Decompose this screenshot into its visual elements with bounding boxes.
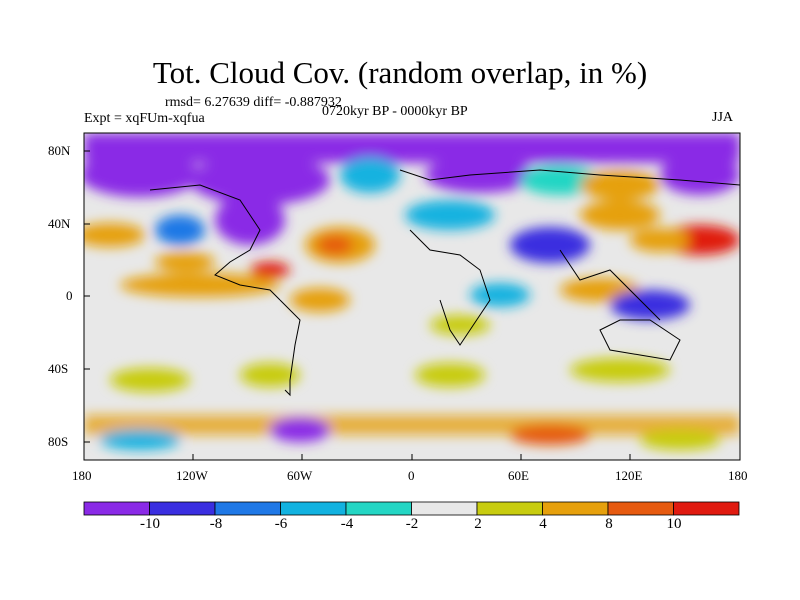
- colorbar-label: -6: [274, 516, 288, 532]
- colorbar-swatch: [411, 501, 478, 516]
- colorbar-label: -10: [140, 516, 160, 532]
- colorbar-swatch: [83, 501, 150, 516]
- map-title: Tot. Cloud Cov. (random overlap, in %): [152, 55, 648, 90]
- colorbar-label: -8: [209, 516, 223, 532]
- period-label: 0720kyr BP - 0000kyr BP: [322, 104, 468, 119]
- colorbar-label: -2: [405, 516, 419, 532]
- lat-tick-label: 80S: [48, 434, 69, 449]
- axis-ticks: [84, 150, 631, 460]
- colorbar-label: 10: [666, 516, 682, 532]
- lon-tick-label: 180: [728, 468, 748, 483]
- lon-tick-label: 120W: [176, 468, 208, 483]
- colorbar-label: 8: [605, 516, 613, 532]
- lat-tick-label: 40S: [48, 361, 69, 376]
- colorbar-label: 4: [539, 516, 547, 532]
- lon-tick-label: 0: [408, 468, 415, 483]
- colorbar: [83, 501, 740, 516]
- lat-tick-label: 80N: [48, 143, 71, 158]
- colorbar-label: -4: [340, 516, 354, 532]
- colorbar-swatch: [542, 501, 609, 516]
- experiment-label: Expt = xqFUm-xqfua: [84, 111, 205, 126]
- lon-tick-label: 120E: [615, 468, 643, 483]
- lon-tick-label: 60W: [287, 468, 313, 483]
- lat-tick-label: 40N: [48, 216, 71, 231]
- colorbar-swatch: [214, 501, 281, 516]
- map-field: [84, 133, 740, 460]
- colorbar-swatch: [607, 501, 674, 516]
- colorbar-swatch: [345, 501, 412, 516]
- lon-tick-label: 60E: [508, 468, 529, 483]
- coastlines: [149, 169, 740, 397]
- colorbar-swatch: [149, 501, 216, 516]
- lon-tick-label: 180: [72, 468, 92, 483]
- colorbar-swatch: [673, 501, 740, 516]
- season-label: JJA: [712, 110, 734, 125]
- lat-tick-label: 0: [66, 288, 73, 303]
- stats-line: rmsd= 6.27639 diff= -0.887932: [165, 95, 342, 110]
- colorbar-swatch: [476, 501, 543, 516]
- colorbar-label: 2: [474, 516, 482, 532]
- colorbar-swatch: [280, 501, 347, 516]
